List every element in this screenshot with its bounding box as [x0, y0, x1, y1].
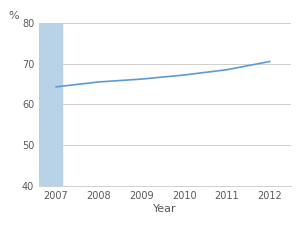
- Bar: [39, 23, 62, 186]
- X-axis label: Year: Year: [153, 204, 177, 214]
- Y-axis label: %: %: [8, 11, 19, 21]
